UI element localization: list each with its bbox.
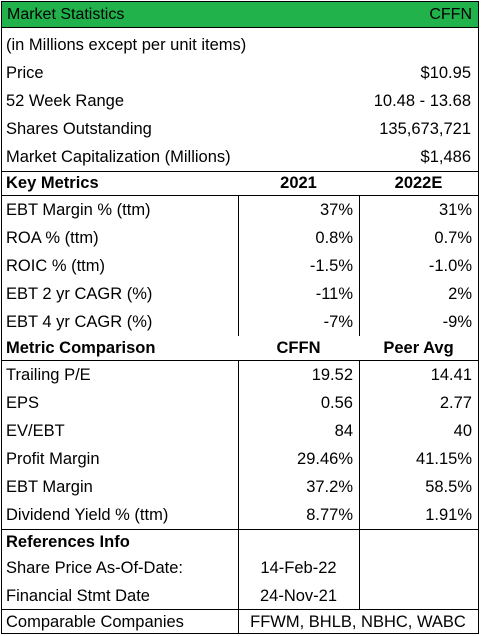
metric-label: EPS — [6, 393, 40, 412]
stat-value: $1,486 — [420, 147, 471, 166]
metric-label: EBT 2 yr CAGR (%) — [6, 284, 153, 303]
metric-value: 29.46% — [297, 449, 353, 468]
reference-label: Share Price As-Of-Date: — [6, 558, 183, 577]
metric-value: -1.5% — [309, 256, 353, 275]
metric-value: 2.77 — [439, 393, 472, 412]
metric-value: 84 — [334, 421, 353, 440]
metric-value: 19.52 — [311, 365, 353, 384]
metric-value: 31% — [438, 200, 472, 219]
metric-value: 40 — [453, 421, 472, 440]
stat-label: Market Capitalization (Millions) — [6, 147, 231, 166]
metric-value: 37% — [319, 200, 353, 219]
column-divider — [238, 196, 239, 336]
column-divider — [359, 196, 360, 336]
table-row: EBT 2 yr CAGR (%) -11% 2% — [2, 280, 478, 308]
stat-value: 10.48 - 13.68 — [373, 91, 471, 110]
metric-value: -11% — [315, 284, 353, 303]
metric-value: 41.15% — [416, 449, 472, 468]
comparable-companies-row: Comparable Companies FFWM, BHLB, NBHC, W… — [2, 609, 478, 634]
reference-value: 14-Feb-22 — [260, 558, 337, 577]
table-row: EBT 4 yr CAGR (%) -7% -9% — [2, 308, 478, 336]
table-row: EPS 0.56 2.77 — [2, 389, 478, 417]
stat-label: Price — [6, 63, 44, 82]
metric-value: -9% — [442, 312, 472, 331]
metric-value: 58.5% — [425, 477, 472, 496]
metric-label: ROA % (ttm) — [6, 228, 99, 247]
metric-label: Dividend Yield % (ttm) — [6, 505, 169, 524]
column-divider — [238, 529, 239, 634]
table-row: Profit Margin 29.46% 41.15% — [2, 445, 478, 473]
section-heading: Key Metrics — [6, 174, 99, 192]
stat-value: 135,673,721 — [379, 119, 471, 138]
metric-value: 0.56 — [320, 393, 353, 412]
column-divider — [359, 529, 360, 609]
metric-value: 14.41 — [430, 365, 472, 384]
column-divider — [359, 361, 360, 529]
reference-value: 24-Nov-21 — [259, 586, 338, 605]
metric-value: 0.8% — [315, 228, 353, 247]
metric-label: Trailing P/E — [6, 365, 91, 384]
stat-value: $10.95 — [420, 63, 471, 82]
column-header: 2021 — [280, 174, 317, 192]
stat-row-market-cap: Market Capitalization (Millions) $1,486 — [2, 143, 478, 171]
column-divider — [238, 361, 239, 529]
metric-label: EBT Margin % (ttm) — [6, 200, 151, 219]
references-heading-row: References Info — [2, 529, 478, 554]
table-row: EBT Margin % (ttm) 37% 31% — [2, 196, 478, 224]
metric-label: EBT 4 yr CAGR (%) — [6, 312, 153, 331]
metric-value: 2% — [448, 284, 472, 303]
reference-label: Comparable Companies — [6, 612, 184, 631]
table-row: ROA % (ttm) 0.8% 0.7% — [2, 224, 478, 252]
column-header: Peer Avg — [383, 338, 454, 357]
metric-value: 8.77% — [306, 505, 353, 524]
units-note: (in Millions except per unit items) — [6, 36, 247, 54]
table-title: Market Statistics — [7, 5, 125, 23]
stat-row-shares-outstanding: Shares Outstanding 135,673,721 — [2, 115, 478, 143]
ticker-label: CFFN — [429, 5, 472, 23]
table-row: Dividend Yield % (ttm) 8.77% 1.91% — [2, 501, 478, 529]
reference-label: Financial Stmt Date — [6, 586, 150, 605]
table-row: EBT Margin 37.2% 58.5% — [2, 473, 478, 501]
metric-label: ROIC % (ttm) — [6, 256, 105, 275]
section-heading: Metric Comparison — [6, 338, 156, 357]
stat-label: 52 Week Range — [6, 91, 125, 110]
metric-label: EBT Margin — [6, 477, 93, 496]
metric-comparison-heading-row: Metric Comparison CFFN Peer Avg — [2, 336, 478, 361]
metric-value: 1.91% — [425, 505, 472, 524]
stat-row-price: Price $10.95 — [2, 59, 478, 87]
metric-label: EV/EBT — [6, 421, 65, 440]
stat-row-52-week-range: 52 Week Range 10.48 - 13.68 — [2, 87, 478, 115]
section-heading: References Info — [6, 532, 130, 551]
column-header: 2022E — [394, 174, 443, 192]
metric-value: -7% — [323, 312, 353, 331]
column-header: CFFN — [276, 338, 321, 357]
metric-label: Profit Margin — [6, 449, 100, 468]
table-row: Trailing P/E 19.52 14.41 — [2, 361, 478, 389]
comparable-companies-value: FFWM, BHLB, NBHC, WABC — [250, 612, 466, 631]
metric-value: 0.7% — [434, 228, 472, 247]
table-row: Share Price As-Of-Date: 14-Feb-22 — [2, 554, 478, 582]
metric-value: -1.0% — [428, 256, 472, 275]
key-metrics-heading-row: Key Metrics 2021 2022E — [2, 171, 478, 196]
table-row: ROIC % (ttm) -1.5% -1.0% — [2, 252, 478, 280]
table-header: Market Statistics CFFN — [2, 2, 478, 28]
table-row: EV/EBT 84 40 — [2, 417, 478, 445]
metric-value: 37.2% — [306, 477, 353, 496]
table-row: Financial Stmt Date 24-Nov-21 — [2, 582, 478, 610]
stat-label: Shares Outstanding — [6, 119, 152, 138]
